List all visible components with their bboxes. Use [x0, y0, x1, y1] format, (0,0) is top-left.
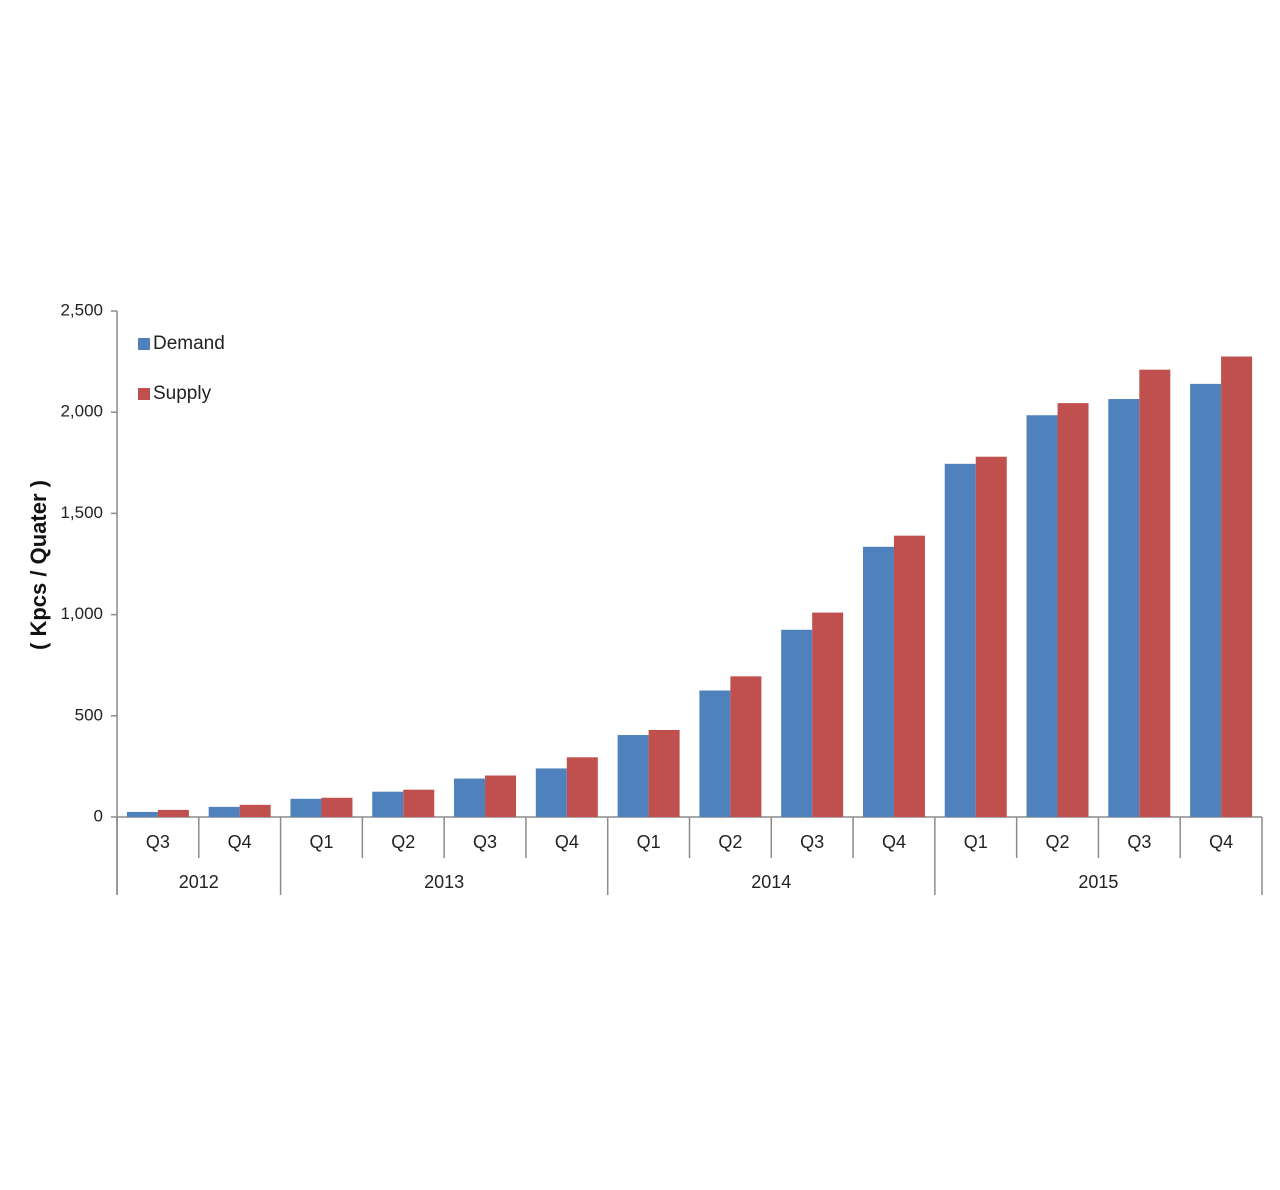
bar-demand — [699, 690, 731, 817]
category-label: Q2 — [718, 832, 742, 852]
legend: Demand Supply — [138, 333, 225, 404]
legend-swatch-supply — [138, 388, 150, 400]
bar-demand — [535, 768, 567, 817]
bar-demand — [454, 778, 486, 817]
category-label: Q4 — [1209, 832, 1233, 852]
bar-supply — [1221, 356, 1253, 817]
bar-supply — [403, 789, 435, 817]
bar-supply — [648, 729, 680, 817]
y-tick-label: 2,500 — [60, 300, 103, 319]
category-label: Q4 — [882, 832, 906, 852]
legend-swatch-demand — [138, 338, 150, 350]
x-axis-labels: Q3 Q4 Q1 Q2 Q3 Q4 Q1 Q2 Q3 Q4 Q1 Q2 Q3 Q4 2012 2013 2014… — [146, 832, 1233, 892]
category-label: Q2 — [391, 832, 415, 852]
group-label: 2013 — [424, 872, 464, 892]
y-tick-label: 0 — [94, 806, 103, 825]
bar-demand — [372, 791, 404, 817]
bar-supply — [239, 804, 271, 817]
category-label: Q3 — [146, 832, 170, 852]
bar-supply — [485, 775, 517, 817]
bar-supply — [1057, 403, 1089, 817]
bar-supply — [893, 535, 925, 817]
bar-demand — [1190, 383, 1222, 817]
bar-supply — [730, 676, 762, 817]
bar-demand — [944, 463, 976, 817]
category-label: Q4 — [555, 832, 579, 852]
bar-demand — [1108, 399, 1140, 817]
bar-demand — [290, 798, 322, 817]
y-axis-title: ( Kpcs / Quater ) — [26, 480, 51, 650]
y-tick-label: 1,000 — [60, 604, 103, 623]
y-tick-label: 500 — [75, 705, 103, 724]
bar-supply — [321, 797, 353, 817]
bar-demand — [1026, 415, 1058, 817]
category-label: Q1 — [637, 832, 661, 852]
group-label: 2014 — [751, 872, 791, 892]
group-label: 2012 — [179, 872, 219, 892]
legend-label-demand: Demand — [153, 333, 225, 354]
y-tick-label: 2,000 — [60, 402, 103, 421]
group-label: 2015 — [1078, 872, 1118, 892]
category-label: Q3 — [800, 832, 824, 852]
bar-demand — [781, 629, 813, 817]
bar-supply — [566, 757, 598, 817]
category-label: Q1 — [309, 832, 333, 852]
category-label: Q3 — [473, 832, 497, 852]
bar-demand — [862, 546, 894, 817]
category-label: Q4 — [228, 832, 252, 852]
bar-supply — [812, 612, 844, 817]
bars — [126, 356, 1253, 817]
legend-label-supply: Supply — [153, 383, 212, 404]
bar-supply — [1139, 369, 1171, 817]
y-tick-label: 1,500 — [60, 503, 103, 522]
bar-demand — [126, 811, 158, 817]
category-label: Q1 — [964, 832, 988, 852]
category-label: Q3 — [1127, 832, 1151, 852]
bar-supply — [975, 456, 1007, 817]
bar-demand — [208, 806, 240, 817]
bar-demand — [617, 735, 649, 817]
bar-supply — [157, 809, 189, 817]
category-label: Q2 — [1046, 832, 1070, 852]
